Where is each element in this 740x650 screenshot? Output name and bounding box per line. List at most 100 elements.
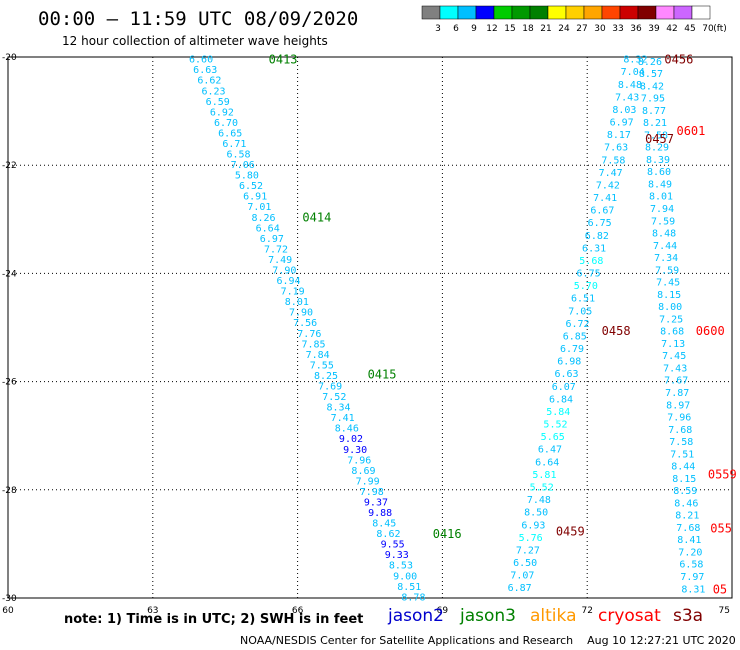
swh-value: 7.05 xyxy=(568,306,592,317)
swh-value: 8.31 xyxy=(681,584,705,595)
swh-value: 6.70 xyxy=(214,118,238,129)
swh-value: 8.51 xyxy=(397,582,421,593)
swh-value: 8.26 xyxy=(251,213,275,224)
swh-value: 6.82 xyxy=(585,231,609,242)
swh-value: 6.72 xyxy=(565,319,589,330)
swh-value: 7.42 xyxy=(596,180,620,191)
swh-value: 6.79 xyxy=(560,344,584,355)
swh-value: 8.57 xyxy=(639,69,663,80)
swh-value: 8.46 xyxy=(335,424,359,435)
swh-value: 7.45 xyxy=(656,278,680,289)
colorbar-label: 33 xyxy=(612,24,623,34)
swh-value: 7.59 xyxy=(651,216,675,227)
swh-value: 7.63 xyxy=(604,143,628,154)
legend-cryosat: cryosat xyxy=(598,606,661,626)
swh-value: 7.84 xyxy=(306,350,330,361)
swh-value: 9.55 xyxy=(381,540,405,551)
swh-value: 8.48 xyxy=(618,80,642,91)
swh-value: 6.92 xyxy=(210,107,234,118)
colorbar-label: 36 xyxy=(630,24,642,34)
colorbar-swatch xyxy=(547,5,567,20)
swh-value: 7.48 xyxy=(527,495,551,506)
swh-value: 8.42 xyxy=(640,81,664,92)
lat-tick-label: -20 xyxy=(2,53,17,63)
colorbar-label: 9 xyxy=(471,24,477,34)
swh-value: 7.59 xyxy=(655,265,679,276)
swh-value: 5.84 xyxy=(546,407,570,418)
swh-value: 6.75 xyxy=(588,218,612,229)
swh-value: 8.03 xyxy=(612,105,636,116)
swh-value: 7.94 xyxy=(650,204,674,215)
colorbar-swatch xyxy=(439,5,459,20)
swh-value: 6.97 xyxy=(260,234,284,245)
swh-value: 8.78 xyxy=(401,592,425,603)
swh-value: 6.50 xyxy=(513,558,537,569)
colorbar-label: 45 xyxy=(684,24,695,34)
pass-label: 0559 xyxy=(708,468,737,482)
colorbar-label: 27 xyxy=(576,24,587,34)
pass-label: 0457 xyxy=(645,132,674,146)
swh-value: 6.91 xyxy=(243,192,267,203)
swh-value: 8.97 xyxy=(666,400,690,411)
swh-value: 8.25 xyxy=(314,371,338,382)
swh-value: 6.31 xyxy=(582,243,606,254)
colorbar-swatch xyxy=(583,5,603,20)
swh-value: 8.32 xyxy=(623,55,647,66)
swh-value: 8.34 xyxy=(326,403,350,414)
swh-value: 5.52 xyxy=(530,483,554,494)
pass-label: 0416 xyxy=(433,527,462,541)
legend-altika: altika xyxy=(530,606,577,626)
swh-value: 5.70 xyxy=(574,281,598,292)
swh-value: 7.55 xyxy=(310,360,334,371)
swh-value: 8.26 xyxy=(638,57,662,68)
swh-value: 7.58 xyxy=(601,155,625,166)
swh-value: 6.52 xyxy=(239,181,263,192)
colorbar-label: 24 xyxy=(558,24,570,34)
colorbar-label: 18 xyxy=(522,24,534,34)
legend-jason2: jason2 xyxy=(388,606,444,626)
swh-value: 6.71 xyxy=(222,139,246,150)
swh-value: 7.47 xyxy=(599,168,623,179)
colorbar-swatch xyxy=(457,5,477,20)
swh-value: 7.58 xyxy=(669,437,693,448)
swh-value: 8.41 xyxy=(677,535,701,546)
swh-value: 5.81 xyxy=(532,470,556,481)
swh-value: 5.76 xyxy=(519,533,543,544)
colorbar-swatch xyxy=(475,5,495,20)
lon-tick-label: 69 xyxy=(437,606,449,616)
swh-value: 7.99 xyxy=(356,476,380,487)
swh-value: 7.51 xyxy=(670,449,694,460)
swh-value: 8.50 xyxy=(524,508,548,519)
swh-value: 7.43 xyxy=(663,363,687,374)
colorbar-swatch xyxy=(529,5,549,20)
swh-value: 8.15 xyxy=(657,290,681,301)
swh-value: 7.34 xyxy=(654,253,678,264)
pass-label: 055 xyxy=(710,522,732,536)
colorbar-label: 39 xyxy=(648,24,660,34)
swh-value: 5.65 xyxy=(541,432,565,443)
lon-tick-label: 75 xyxy=(719,606,730,616)
swh-value: 5.68 xyxy=(579,256,603,267)
colorbar-swatch xyxy=(493,5,513,20)
colorbar-label: 6 xyxy=(453,24,459,34)
swh-value: 7.19 xyxy=(281,287,305,298)
swh-value: 6.51 xyxy=(571,294,595,305)
pass-label: 05 xyxy=(713,582,727,596)
swh-value: 7.98 xyxy=(360,487,384,498)
swh-value: 7.69 xyxy=(318,381,342,392)
swh-value: 7.67 xyxy=(664,376,688,387)
swh-value: 7.52 xyxy=(322,392,346,403)
swh-value: 8.69 xyxy=(351,466,375,477)
colorbar-label: 3 xyxy=(435,24,441,34)
lon-tick-label: 63 xyxy=(147,606,158,616)
swh-value: 8.46 xyxy=(674,498,698,509)
lon-tick-label: 72 xyxy=(581,606,592,616)
swh-value: 7.72 xyxy=(264,244,288,255)
swh-value: 7.58 xyxy=(644,130,668,141)
swh-value: 8.59 xyxy=(673,486,697,497)
swh-value: 9.37 xyxy=(364,497,388,508)
swh-value: 8.21 xyxy=(643,118,667,129)
swh-value: 7.97 xyxy=(680,572,704,583)
swh-value: 7.68 xyxy=(676,523,700,534)
